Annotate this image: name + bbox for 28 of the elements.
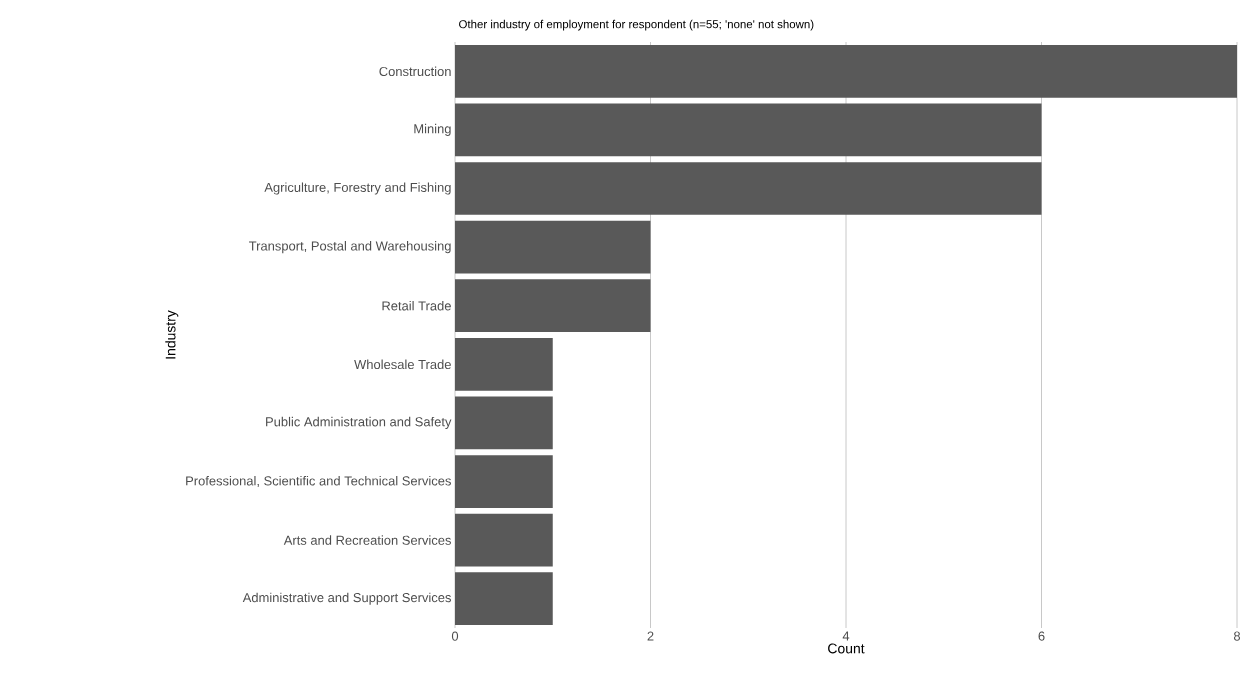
bar bbox=[455, 513, 553, 567]
bar bbox=[455, 44, 1237, 98]
bar bbox=[455, 279, 651, 333]
y-tick-label: Retail Trade bbox=[382, 300, 451, 311]
y-tick-label: Construction bbox=[379, 66, 451, 77]
bar bbox=[455, 337, 553, 391]
x-tick-label: 0 bbox=[451, 631, 459, 641]
y-axis-title: Industry bbox=[165, 310, 179, 359]
bar bbox=[455, 455, 553, 508]
y-tick-label: Administrative and Support Services bbox=[242, 592, 451, 605]
chart-title: Other industry of employment for respondent (n=55; 'none' not shown) bbox=[459, 19, 814, 31]
bar bbox=[455, 220, 651, 274]
y-tick-label: Public Administration and Safety bbox=[266, 416, 452, 429]
x-tick-label: 2 bbox=[647, 631, 654, 641]
bar bbox=[455, 396, 553, 450]
bar bbox=[455, 572, 553, 626]
x-tick-label: 6 bbox=[1038, 631, 1045, 641]
y-tick-label: Wholesale Trade bbox=[354, 359, 451, 370]
bar bbox=[455, 162, 1042, 215]
x-tick-label: 8 bbox=[1233, 631, 1241, 641]
y-tick-label: Transport, Postal and Warehousing bbox=[249, 241, 451, 254]
bar bbox=[455, 103, 1042, 157]
x-tick-label: 4 bbox=[842, 631, 850, 641]
y-tick-label: Professional, Scientific and Technical Services bbox=[186, 475, 451, 488]
y-tick-label: Agriculture, Forestry and Fishing bbox=[264, 182, 451, 195]
y-tick-label: Arts and Recreation Services bbox=[283, 535, 451, 545]
x-axis-title: Count bbox=[828, 643, 865, 654]
y-tick-label: Mining bbox=[414, 123, 451, 136]
